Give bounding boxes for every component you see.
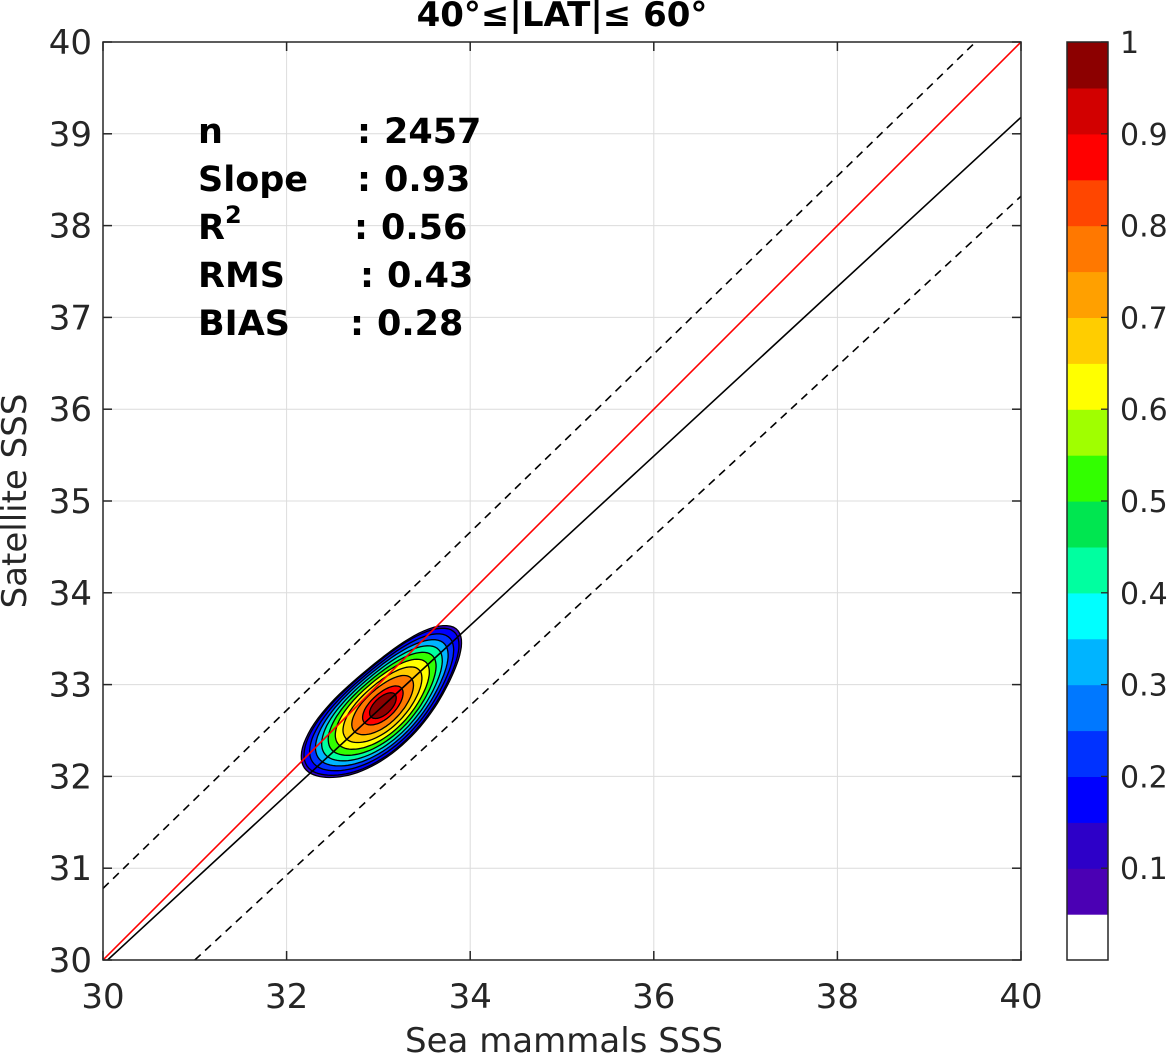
x-tick-label: 36: [632, 977, 675, 1017]
colorbar-tick-label: 0.1: [1120, 852, 1168, 887]
colorbar-segment: [1067, 730, 1108, 777]
y-tick-label: 32: [49, 757, 92, 797]
colorbar-segment: [1067, 822, 1108, 869]
stat-label: RMS: [198, 256, 285, 296]
stat-label: n: [198, 112, 223, 152]
dashed-lower-line: [194, 195, 1021, 960]
chart-title: 40°≤|LAT|≤ 60°: [417, 0, 708, 35]
axis-ticks: 30 32 34 36 38 40 30 31 32 33 34 35 36 37 38 39 40: [49, 23, 1043, 1017]
colorbar-segment: [1067, 87, 1108, 135]
colorbar-tick-label: 1: [1120, 26, 1139, 61]
colorbar-segment: [1067, 455, 1108, 502]
stat-separator: :: [357, 112, 371, 152]
colorbar-tick-label: 0.2: [1120, 760, 1168, 795]
x-tick-label: 40: [999, 977, 1042, 1017]
grid-lines: [102, 41, 1022, 961]
colorbar-segment: [1067, 271, 1108, 318]
colorbar-tick-label: 0.9: [1120, 118, 1168, 153]
colorbar-segment: [1067, 914, 1108, 961]
stat-separator: :: [350, 304, 364, 344]
colorbar-tick-label: 0.3: [1120, 669, 1168, 704]
colorbar-tick-label: 0.7: [1120, 301, 1168, 336]
colorbar-tick-label: 0.6: [1120, 393, 1168, 428]
stat-separator: :: [354, 208, 368, 248]
reference-lines: [103, 42, 1021, 960]
colorbar-segment: [1067, 546, 1108, 594]
y-axis-label: Satellite SSS: [0, 394, 35, 609]
stat-separator: :: [357, 160, 371, 200]
stat-label: BIAS: [198, 304, 290, 344]
stat-value: 0.93: [384, 160, 470, 200]
x-axis-label: Sea mammals SSS: [405, 1021, 723, 1055]
stat-value: 0.28: [377, 304, 463, 344]
stat-label: Slope: [198, 160, 308, 200]
x-tick-label: 32: [265, 977, 308, 1017]
y-tick-label: 34: [49, 574, 92, 614]
y-tick-label: 30: [49, 941, 92, 981]
stat-label: R2: [198, 201, 242, 248]
y-tick-label: 40: [49, 23, 92, 63]
colorbar-segment: [1067, 317, 1108, 364]
colorbar-segment: [1067, 868, 1108, 915]
colorbar-segment: [1067, 179, 1108, 227]
colorbar-segment: [1067, 409, 1108, 456]
y-tick-label: 35: [49, 482, 92, 522]
colorbar-segment: [1067, 592, 1108, 640]
y-tick-label: 37: [49, 298, 92, 338]
colorbar-segment: [1067, 684, 1108, 732]
colorbar-segment: [1067, 133, 1108, 181]
colorbar-segment: [1067, 776, 1108, 823]
x-tick-label: 30: [81, 977, 124, 1017]
colorbar-segment: [1067, 363, 1108, 410]
colorbar-segment: [1067, 638, 1108, 686]
colorbar-tick-label: 0.8: [1120, 210, 1168, 245]
regression-line: [107, 116, 1021, 960]
colorbar-tick-label: 0.4: [1120, 577, 1168, 612]
stat-value: 2457: [384, 112, 481, 152]
colorbar-tick-label: 0.5: [1120, 485, 1168, 520]
stat-value: 0.56: [381, 208, 467, 248]
x-tick-label: 34: [449, 977, 492, 1017]
colorbar: 0.1 0.2 0.3 0.4 0.5 0.6 0.7 0.8 0.9 1: [1066, 26, 1168, 961]
colorbar-segment: [1067, 225, 1108, 273]
stat-separator: :: [360, 256, 374, 296]
one-to-one-line: [103, 42, 1021, 960]
colorbar-segment: [1067, 42, 1108, 89]
dashed-upper-line: [103, 42, 977, 889]
y-tick-label: 33: [49, 666, 92, 706]
y-tick-label: 39: [49, 115, 92, 155]
y-tick-label: 31: [49, 849, 92, 889]
stats-box: n: 2457 Slope: 0.93 R2: 0.56 RMS: 0.43 BIAS:…: [198, 112, 481, 344]
stat-value: 0.43: [387, 256, 473, 296]
colorbar-segment: [1067, 501, 1108, 548]
x-tick-label: 38: [816, 977, 859, 1017]
y-tick-label: 38: [49, 207, 92, 247]
y-tick-label: 36: [49, 390, 92, 430]
